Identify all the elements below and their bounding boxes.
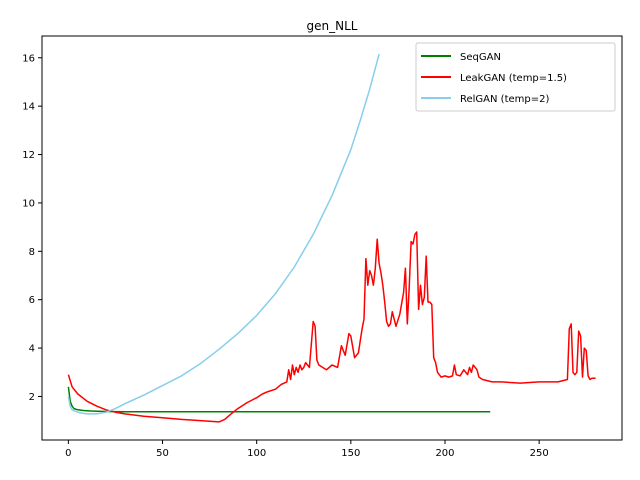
x-axis: 0 50 100 150 200 250 [65,440,549,459]
legend: SeqGAN LeakGAN (temp=1.5) RelGAN (temp=2) [415,42,616,112]
plot-frame [41,35,623,441]
series-line-1 [67,231,596,423]
y-axis: 2 4 6 8 10 12 14 16 [22,53,42,403]
y-tick-label: 8 [29,247,35,258]
y-tick-label: 4 [29,344,35,355]
y-tick-label: 12 [22,150,35,161]
series-line-2 [67,53,380,415]
x-tick-label: 250 [530,448,549,459]
legend-label: SeqGAN [460,52,501,63]
x-tick-label: 150 [341,448,360,459]
x-tick-label: 50 [156,448,169,459]
legend-box [415,42,616,112]
x-tick-label: 0 [65,448,71,459]
x-tick-label: 200 [435,448,454,459]
legend-label: RelGAN (temp=2) [460,94,549,105]
series-layer [67,53,596,423]
x-tick-label: 100 [247,448,266,459]
y-tick-label: 10 [22,198,35,209]
y-tick-label: 6 [29,295,35,306]
y-tick-label: 14 [22,102,35,113]
y-tick-label: 2 [29,392,35,403]
legend-label: LeakGAN (temp=1.5) [460,73,567,84]
y-tick-label: 16 [22,53,35,64]
chart-title: gen_NLL [307,19,358,33]
